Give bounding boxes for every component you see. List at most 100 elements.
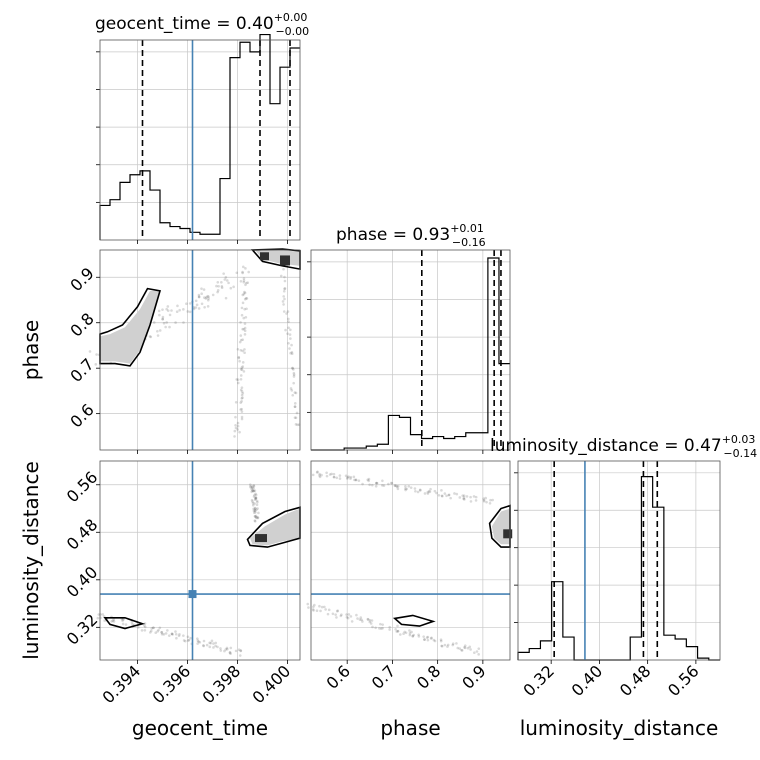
scatter-point-geocent-distance [121,618,124,621]
contour-line-geocent-phase [99,287,162,367]
scatter-point-geocent-phase [287,326,290,330]
scatter-point-geocent-phase [237,355,241,359]
scatter-point-geocent-phase [238,359,241,363]
scatter-point-geocent-phase [293,405,297,408]
scatter-point-phase-distance [318,474,321,477]
scatter-point-phase-distance [318,604,321,608]
scatter-point-phase-distance [349,615,353,618]
scatter-point-geocent-distance [158,626,162,630]
scatter-point-geocent-phase [286,332,289,335]
xtick-label-luminosity_distance: 0.48 [616,661,655,700]
scatter-point-phase-distance [338,477,342,480]
scatter-point-geocent-phase [235,378,239,381]
scatter-point-phase-distance [462,496,466,500]
scatter-point-geocent-phase [215,284,218,288]
scatter-point-geocent-distance [202,639,206,643]
scatter-point-geocent-distance [214,644,217,648]
scatter-point-phase-distance [311,473,315,477]
scatter-point-geocent-phase [157,309,161,313]
scatter-point-geocent-distance [214,641,218,645]
scatter-point-geocent-phase [239,388,243,392]
scatter-point-geocent-distance [224,648,228,651]
scatter-point-phase-distance [414,489,417,493]
scatter-point-geocent-distance [229,652,232,655]
scatter-point-geocent-phase [242,370,246,373]
scatter-point-geocent-distance [174,632,178,636]
scatter-point-phase-distance [390,481,393,485]
scatter-point-phase-distance [396,629,400,633]
scatter-point-geocent-distance [252,495,256,498]
scatter-point-geocent-distance [103,619,106,622]
scatter-point-geocent-phase [239,377,243,381]
scatter-point-geocent-distance [152,626,155,630]
scatter-point-geocent-distance [143,624,146,627]
scatter-point-geocent-phase [240,400,243,403]
scatter-point-geocent-distance [189,636,192,640]
scatter-point-phase-distance [445,494,448,498]
density-peak-geocent-distance [255,534,267,543]
scatter-point-geocent-phase [240,410,244,413]
scatter-point-geocent-phase [202,288,206,291]
scatter-point-phase-distance [404,487,407,490]
scatter-point-geocent-phase [289,387,293,390]
scatter-point-phase-distance [404,485,407,488]
scatter-point-geocent-distance [216,645,219,649]
scatter-point-phase-distance [418,489,422,492]
scatter-point-geocent-distance [143,622,147,625]
scatter-point-phase-distance [354,478,358,482]
scatter-point-geocent-phase [233,435,236,438]
scatter-point-geocent-phase [216,280,220,284]
scatter-point-phase-distance [477,653,480,656]
scatter-point-geocent-phase [207,297,210,300]
scatter-point-geocent-phase [148,335,152,338]
ytick-label-luminosity_distance: 0.32 [63,610,102,649]
histogram-phase [311,257,510,451]
scatter-point-geocent-phase [239,338,243,342]
scatter-point-phase-distance [446,645,449,648]
scatter-point-geocent-distance [253,502,256,505]
scatter-point-phase-distance [489,498,492,502]
scatter-point-geocent-phase [192,307,196,311]
scatter-point-phase-distance [428,490,432,494]
scatter-point-phase-distance [335,616,338,619]
scatter-point-geocent-distance [154,631,158,635]
scatter-point-phase-distance [350,620,354,623]
scatter-point-geocent-phase [241,391,245,395]
scatter-point-phase-distance [439,639,443,643]
ytick-label-phase: 0.6 [66,400,97,431]
scatter-point-geocent-phase [290,352,294,355]
scatter-point-geocent-distance [111,619,115,623]
scatter-point-phase-distance [409,486,413,489]
scatter-point-phase-distance [395,484,398,488]
scatter-point-geocent-distance [256,516,260,519]
scatter-point-phase-distance [367,477,371,481]
scatter-point-geocent-phase [239,367,243,371]
xtick-label-phase: 0.7 [368,661,399,692]
scatter-point-geocent-phase [161,317,165,321]
scatter-point-geocent-phase [239,348,243,352]
scatter-point-geocent-phase [238,340,242,344]
scatter-point-phase-distance [323,605,326,609]
scatter-point-phase-distance [318,475,322,479]
scatter-point-phase-distance [417,635,421,638]
scatter-point-geocent-distance [110,620,113,623]
scatter-point-geocent-distance [239,649,243,652]
scatter-point-phase-distance [318,472,321,476]
scatter-point-phase-distance [320,605,324,609]
scatter-point-geocent-phase [197,293,201,297]
scatter-point-geocent-distance [208,641,211,645]
scatter-point-geocent-phase [203,296,206,299]
scatter-point-geocent-distance [170,632,174,636]
scatter-point-geocent-phase [206,294,209,298]
scatter-point-geocent-phase [242,327,246,331]
xtick-label-luminosity_distance: 0.56 [664,661,703,700]
scatter-point-geocent-distance [254,496,258,499]
scatter-point-geocent-phase [286,310,290,313]
scatter-point-geocent-phase [197,295,201,299]
scatter-point-phase-distance [404,488,407,492]
scatter-point-geocent-phase [292,375,296,378]
axis-label-geocent_time: geocent_time [132,716,268,740]
scatter-point-geocent-distance [112,618,116,621]
scatter-point-phase-distance [449,496,452,500]
scatter-point-phase-distance [396,487,400,491]
